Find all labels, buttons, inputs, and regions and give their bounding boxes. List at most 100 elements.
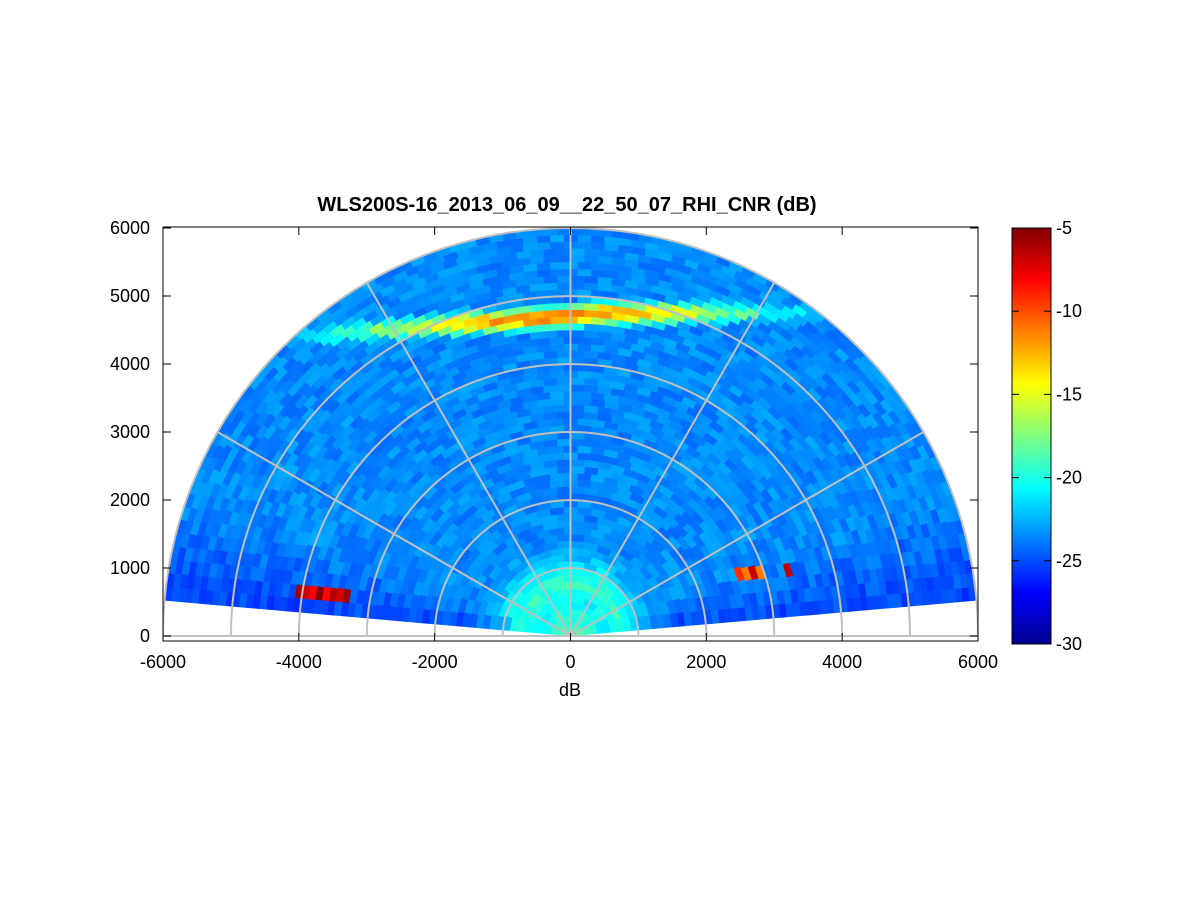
heatmap-cell <box>549 268 564 277</box>
heatmap-cell <box>556 513 571 522</box>
heatmap-cell <box>583 309 599 318</box>
heatmap-cell <box>556 329 571 338</box>
heatmap-cell <box>583 323 598 332</box>
heatmap-cell <box>549 445 565 454</box>
heatmap-cell <box>536 316 551 326</box>
heatmap-cell <box>556 540 571 549</box>
heatmap-cell <box>556 486 571 495</box>
heatmap-cell <box>570 329 585 338</box>
heatmap-cell <box>590 316 605 326</box>
heatmap-cell <box>577 241 592 250</box>
y-tick-label: 4000 <box>110 354 150 374</box>
heatmap-cell <box>556 282 571 290</box>
y-tick-label: 5000 <box>110 286 150 306</box>
x-tick-label: -6000 <box>140 652 186 672</box>
heatmap-cell <box>583 302 599 311</box>
heatmap-cell <box>549 241 564 250</box>
heatmap-cell <box>576 452 592 461</box>
heatmap-cell <box>583 377 599 387</box>
heatmap-cell <box>570 540 585 549</box>
heatmap-cell <box>576 316 592 325</box>
x-tick-label: 4000 <box>822 652 862 672</box>
angle-spoke <box>365 282 572 637</box>
heatmap-cell <box>556 302 571 311</box>
heatmap-cell <box>583 255 599 264</box>
heatmap-cell <box>549 418 565 427</box>
heatmap-cell <box>583 330 599 339</box>
heatmap-cell <box>549 316 565 325</box>
heatmap-cell <box>556 533 571 542</box>
heatmap-cell <box>542 282 558 291</box>
heatmap-cell <box>570 350 585 358</box>
heatmap-cell <box>535 269 551 278</box>
angle-spoke <box>569 282 776 637</box>
colorbar-tick-label: -5 <box>1056 218 1072 238</box>
heatmap-cell <box>536 262 551 271</box>
heatmap-cell <box>590 241 606 251</box>
heatmap-cell <box>556 377 571 386</box>
colorbar-ticks: -5 -10 -15 -20 -25 -30 <box>1012 218 1082 654</box>
heatmap-cell <box>597 255 612 265</box>
heatmap-cell <box>570 248 585 256</box>
heatmap-cell <box>529 255 544 265</box>
heatmap-cell <box>556 309 571 317</box>
colorbar-tick-label: -25 <box>1056 551 1082 571</box>
x-tick-label: -4000 <box>276 652 322 672</box>
heatmap-cell <box>556 438 571 447</box>
heatmap-cell <box>556 411 571 420</box>
y-tick-label: 1000 <box>110 558 150 578</box>
colorbar-tick-label: -10 <box>1056 301 1082 321</box>
y-tick-label: 2000 <box>110 490 150 510</box>
heatmap-cell <box>583 282 599 291</box>
heatmap-cell <box>570 302 585 311</box>
colorbar-tick-label: -30 <box>1056 634 1082 654</box>
heatmap-cell <box>549 261 565 270</box>
heatmap-cell <box>576 391 592 400</box>
polar-grid <box>163 227 978 637</box>
heatmap-cell <box>556 254 571 263</box>
heatmap-cell <box>570 404 585 413</box>
heatmap-cell <box>576 418 592 427</box>
heatmap-cell <box>583 350 599 359</box>
heatmap-cell <box>576 336 592 345</box>
heatmap-cell <box>570 322 585 331</box>
heatmap-cell <box>576 397 592 406</box>
heatmap-cell <box>570 465 585 474</box>
x-tick-label: 2000 <box>686 652 726 672</box>
y-tick-label: 0 <box>140 626 150 646</box>
heatmap-cell <box>570 533 585 542</box>
heatmap-cell <box>583 275 599 284</box>
heatmap-cell <box>543 323 558 332</box>
heatmap-cell <box>549 343 565 352</box>
heatmap-cell <box>570 486 585 495</box>
heatmap-cell <box>590 269 606 278</box>
heatmap-cell <box>542 377 558 387</box>
heatmap-cell <box>570 254 585 263</box>
heatmap-cell <box>570 520 585 529</box>
heatmap-cell <box>535 241 551 251</box>
heatmap-cell <box>556 275 571 283</box>
heatmap-cell <box>570 458 585 467</box>
angle-spoke <box>217 431 572 637</box>
chart-title: WLS200S-16_2013_06_09__22_50_07_RHI_CNR … <box>317 194 816 216</box>
colorbar-tick-label: -20 <box>1056 468 1082 488</box>
heatmap-cell <box>576 445 592 454</box>
heatmap-cell <box>542 350 558 359</box>
x-tick-label: 0 <box>565 652 575 672</box>
heatmap-cell <box>556 520 571 529</box>
heatmap-cell <box>549 391 565 400</box>
heatmap-cell <box>570 275 585 283</box>
colorbar-tick-label: -15 <box>1056 384 1082 404</box>
axis-ticks: -6000 -4000 -2000 0 2000 4000 6000 0 1000 2000 300… <box>110 218 998 672</box>
heatmap-cell <box>542 302 558 311</box>
heatmap-cell <box>590 235 605 244</box>
x-tick-label: 6000 <box>958 652 998 672</box>
heatmap-cell <box>570 513 585 522</box>
heatmap-cell <box>570 438 585 447</box>
heatmap-cell <box>577 268 592 277</box>
heatmap-cell <box>556 350 571 358</box>
heatmap-cell <box>570 282 585 290</box>
heatmap-cell <box>570 411 585 420</box>
heatmap-cell <box>556 465 571 474</box>
